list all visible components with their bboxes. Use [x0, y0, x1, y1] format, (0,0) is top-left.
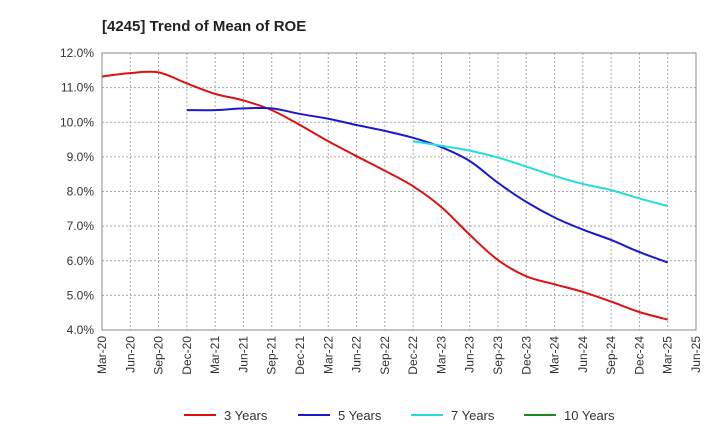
y-tick-label: 10.0% [60, 115, 94, 129]
y-tick-label: 8.0% [67, 185, 95, 199]
y-tick-label: 6.0% [67, 254, 95, 268]
x-tick-label: Dec-20 [180, 336, 194, 375]
series-lines [101, 70, 669, 321]
x-tick-label: Jun-23 [463, 336, 477, 373]
y-tick-label: 5.0% [67, 288, 95, 302]
x-tick-label: Jun-22 [350, 336, 364, 373]
x-tick-label: Dec-23 [519, 336, 533, 375]
grid-lines [101, 52, 697, 331]
y-tick-label: 9.0% [67, 150, 95, 164]
x-tick-label: Dec-21 [293, 336, 307, 375]
x-tick-label: Mar-22 [321, 336, 335, 374]
x-tick-label: Mar-20 [95, 336, 109, 374]
x-tick-label: Jun-20 [123, 336, 137, 373]
x-tick-label: Sep-24 [604, 336, 618, 375]
series-line-5-years [186, 106, 669, 264]
x-tick-label: Mar-24 [548, 336, 562, 374]
x-tick-label: Dec-24 [632, 336, 646, 375]
y-tick-label: 7.0% [67, 219, 95, 233]
chart-title: [4245] Trend of Mean of ROE [102, 18, 306, 35]
x-tick-label: Jun-21 [236, 336, 250, 373]
x-tick-label: Sep-23 [491, 336, 505, 375]
x-tick-label: Sep-22 [378, 336, 392, 375]
x-tick-label: Sep-20 [152, 336, 166, 375]
legend-label: 5 Years [338, 408, 382, 423]
y-tick-label: 4.0% [67, 323, 95, 337]
x-tick-label: Mar-23 [434, 336, 448, 374]
y-tick-label: 12.0% [60, 46, 94, 60]
series-line-7-years [412, 140, 668, 208]
x-tick-label: Mar-21 [208, 336, 222, 374]
y-tick-label: 11.0% [61, 81, 94, 95]
x-tick-label: Dec-22 [406, 336, 420, 375]
x-axis: Mar-20 Jun-20 Sep-20 Dec-20 Mar-21 Jun-21 Sep-… [95, 336, 703, 375]
legend-label: 10 Years [564, 408, 615, 423]
x-tick-label: Mar-25 [661, 336, 675, 374]
legend-label: 3 Years [224, 408, 268, 423]
x-tick-label: Jun-25 [689, 336, 703, 373]
y-axis: 12.0% 11.0% 10.0% 9.0% 8.0% 7.0% 6.0% 5.0% 4.0% [60, 46, 94, 337]
legend: 3 Years 5 Years 7 Years 10 Years [184, 408, 615, 423]
series-line-3-years [101, 70, 668, 321]
plot-area-frame [101, 52, 697, 331]
legend-label: 7 Years [451, 408, 495, 423]
x-tick-label: Sep-21 [265, 336, 279, 375]
x-tick-label: Jun-24 [576, 336, 590, 373]
